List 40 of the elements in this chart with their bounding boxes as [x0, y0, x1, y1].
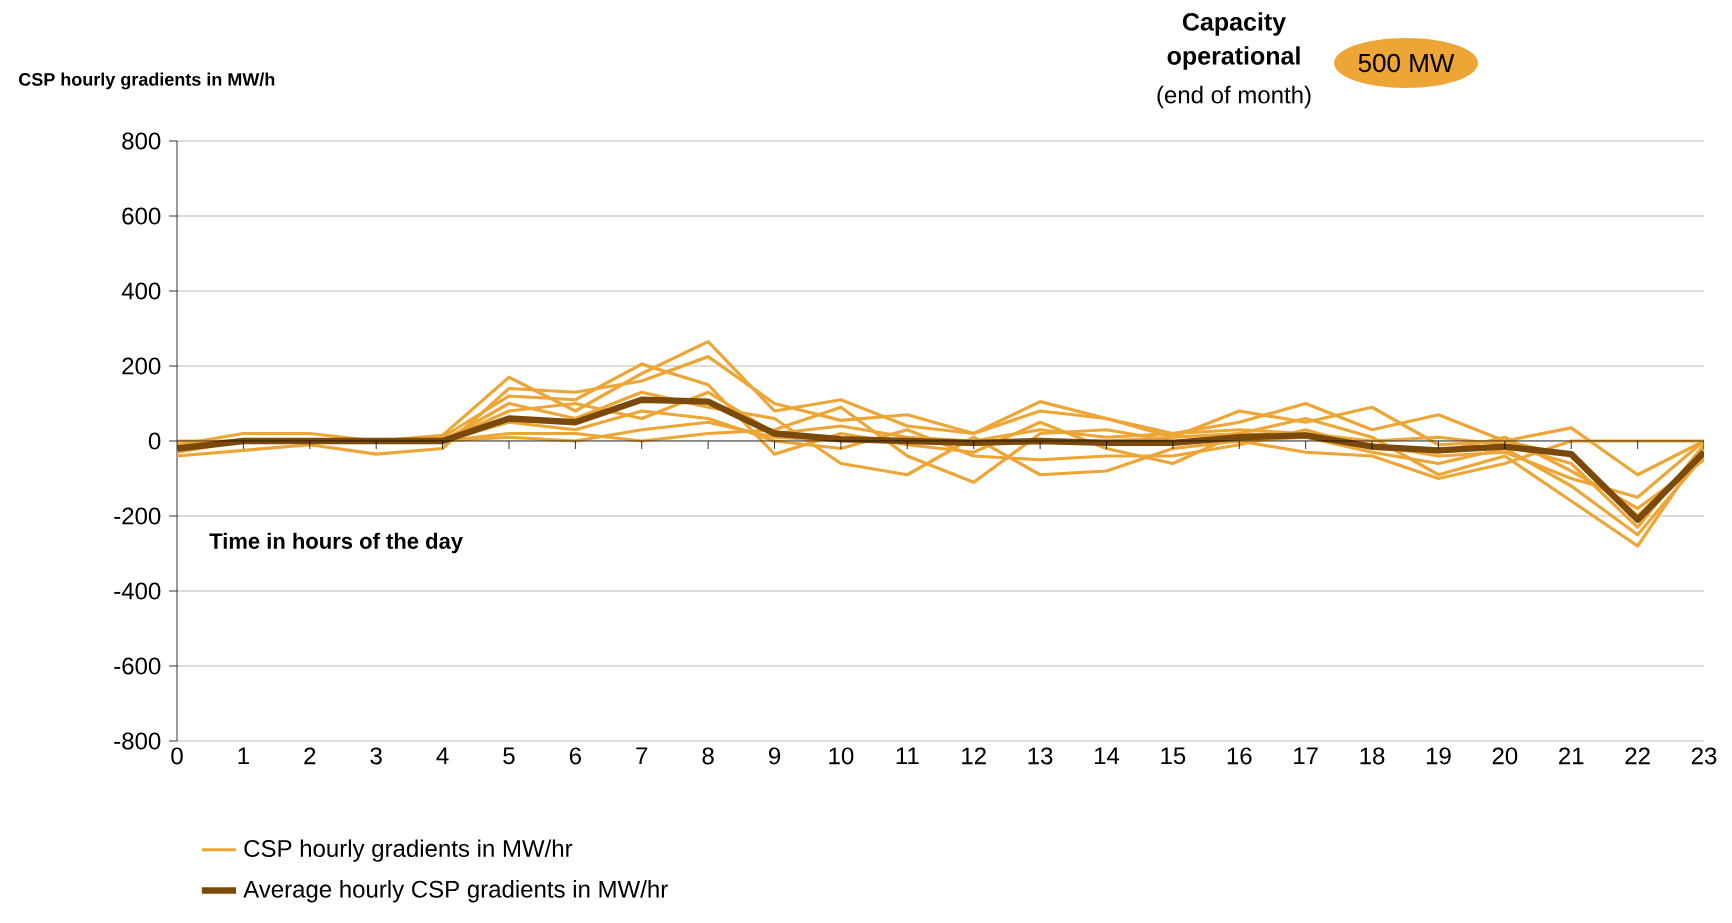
y-tick-label: -400	[114, 582, 161, 600]
x-tick-label: 9	[768, 747, 781, 765]
x-tick-label: 20	[1492, 747, 1518, 765]
x-tick-label: 1	[238, 747, 249, 764]
x-tick-label: 18	[1360, 747, 1385, 765]
x-tick-label: 12	[962, 747, 986, 765]
x-tick-label: 10	[829, 747, 854, 765]
chart-title: Capacity operational	[1167, 12, 1300, 70]
y-tick-label: 0	[148, 432, 161, 450]
x-tick-label: 16	[1227, 747, 1252, 765]
x-tick-label: 15	[1161, 747, 1186, 765]
chart-subtitle: (end of month)	[1157, 85, 1311, 109]
y-tick-label: -800	[114, 732, 161, 750]
x-tick-label: 23	[1691, 747, 1717, 765]
y-tick-label: 600	[122, 207, 161, 225]
x-tick-label: 4	[436, 747, 449, 764]
x-axis-title: Time in hours of the day	[209, 532, 463, 554]
y-axis-title: CSP hourly gradients in MW/h	[19, 72, 275, 90]
y-tick-label: -200	[114, 507, 161, 525]
text: 500 MW	[1358, 53, 1455, 73]
x-tick-label: 0	[171, 747, 183, 765]
x-tick-label: 22	[1625, 747, 1650, 765]
y-tick-label: 800	[122, 132, 161, 150]
x-tick-label: 19	[1426, 747, 1451, 765]
x-tick-label: 17	[1294, 747, 1318, 764]
x-tick-label: 13	[1028, 747, 1053, 765]
legend-label: Average hourly CSP gradients in MW/hr	[243, 880, 668, 903]
y-tick-label: 200	[122, 357, 161, 375]
x-tick-label: 6	[569, 747, 581, 765]
x-tick-label: 7	[636, 747, 648, 764]
x-tick-label: 11	[896, 747, 919, 764]
x-tick-label: 14	[1094, 747, 1120, 764]
x-tick-label: 8	[702, 747, 714, 765]
x-tick-label: 21	[1559, 747, 1584, 765]
x-tick-label: 3	[370, 747, 382, 765]
x-tick-label: 2	[304, 747, 316, 765]
y-tick-label: -600	[114, 657, 161, 675]
x-tick-label: 5	[503, 747, 515, 765]
y-tick-label: 400	[121, 282, 161, 300]
legend-label: CSP hourly gradients in MW/hr	[244, 839, 573, 862]
